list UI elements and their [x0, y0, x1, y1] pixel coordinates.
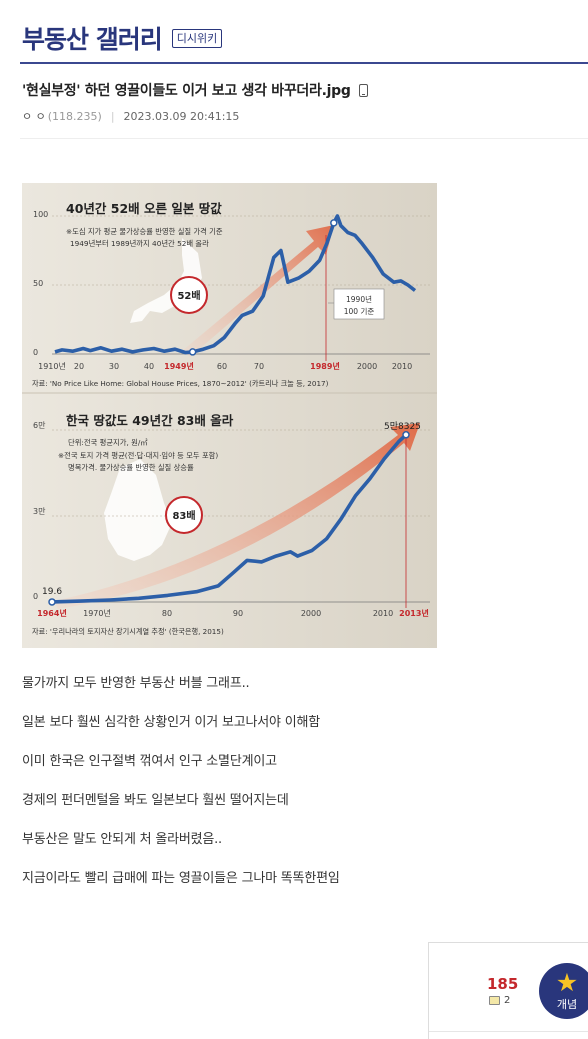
recommend-count: 185	[487, 975, 519, 993]
callout-1990-box	[333, 288, 385, 320]
bottom-chart-note1: ※전국 토지 가격 평균(전·답·대지·임야 등 모두 포함)	[58, 451, 218, 460]
korea-end-point	[402, 431, 410, 439]
top-x-tick-label: 2000	[357, 362, 377, 371]
land-price-infographic: 40년간 52배 오른 일본 땅값 ※도심 지가 평균 물가상승률 반영한 실질…	[22, 183, 437, 648]
top-chart-title: 40년간 52배 오른 일본 땅값	[66, 201, 222, 216]
korea-start-point	[48, 598, 56, 606]
top-x-tick-label: 40	[144, 362, 154, 371]
korea-polyline	[51, 433, 408, 604]
recommend-button[interactable]: ★ 개념	[539, 963, 588, 1019]
japan-start-point	[188, 348, 197, 356]
top-ytick-100: 100	[33, 210, 48, 219]
top-chart-note1: ※도심 지가 평균 물가상승률 반영한 실질 가격 기준	[66, 227, 223, 236]
star-icon: ★	[555, 967, 579, 997]
japan-52x-label: 52배	[177, 289, 200, 302]
gallery-title[interactable]: 부동산 갤러리	[22, 25, 163, 54]
bottom-x-tick-label: 1970년	[83, 608, 111, 618]
top-ytick-0: 0	[33, 348, 38, 357]
gallery-header: 부동산 갤러리 디시위키	[22, 18, 223, 58]
bottom-x-tick-label: 1964년	[37, 608, 67, 618]
callout-1990-line1: 1990년	[346, 294, 372, 304]
callout-1990-line2: 100 기준	[344, 307, 375, 316]
bottom-chart-source: 자료: '우리나라의 토지자산 장기시계열 추정' (한국은행, 2015)	[32, 627, 224, 636]
bottom-chart-unit: 단위:전국 평균지가, 원/㎡	[68, 438, 148, 447]
post-title-text: '현실부정' 하던 영끌이들도 이거 보고 생각 바꾸더라.jpg	[22, 83, 351, 99]
korea-chart: 한국 땅값도 49년간 83배 올라 단위:전국 평균지가, 원/㎡ ※전국 토…	[32, 413, 430, 636]
top-x-tick-label: 60	[217, 362, 227, 371]
top-x-tick-label: 2010	[392, 362, 412, 371]
top-x-tick-label: 1910년	[38, 361, 66, 371]
japan-52x-badge	[170, 276, 208, 314]
japan-polyline	[54, 214, 417, 355]
bottom-x-tick-label: 2000	[301, 609, 321, 618]
bottom-x-tick-label: 80	[162, 609, 172, 618]
korea-83x-badge	[165, 496, 203, 534]
post-date: 2023.03.09 20:41:15	[123, 109, 240, 123]
korea-map-shape	[104, 459, 172, 561]
post-title: '현실부정' 하던 영끌이들도 이거 보고 생각 바꾸더라.jpg	[22, 80, 368, 100]
japan-peak-point	[330, 219, 338, 227]
recommend-label: 개념	[556, 997, 578, 1011]
dcwiki-badge[interactable]: 디시위키	[171, 28, 223, 48]
korea-end-value: 5만8325	[384, 421, 421, 432]
fixed-recommend: 2	[489, 995, 510, 1006]
bottom-x-tick-label: 2010	[373, 609, 393, 618]
content-line: 경제의 펀더멘털을 봐도 일본보다 훨씬 떨어지는데	[22, 793, 289, 808]
fixed-recommend-count: 2	[504, 995, 511, 1006]
korea-land-price-line	[48, 431, 410, 606]
content-line: 물가까지 모두 반영한 부동산 버블 그래프..	[22, 676, 250, 691]
vote-divider	[429, 1031, 588, 1032]
fixed-recommend-icon	[489, 996, 500, 1005]
top-chart-note2: 1949년부터 1989년까지 40년간 52배 올라	[70, 239, 209, 248]
bottom-x-axis: 1964년 1970년 80 90 2000 2010 2013년	[37, 608, 429, 618]
korea-start-value: 19.6	[42, 587, 62, 597]
post-content: 물가까지 모두 반영한 부동산 버블 그래프.. 일본 보다 훨씬 심각한 상황…	[22, 674, 340, 908]
top-x-tick-label: 30	[109, 362, 119, 371]
top-ytick-50: 50	[33, 279, 43, 288]
post-image[interactable]: 40년간 52배 오른 일본 땅값 ※도심 지가 평균 물가상승률 반영한 실질…	[22, 183, 437, 648]
japan-map-shape	[130, 238, 202, 323]
japan-chart: 40년간 52배 오른 일본 땅값 ※도심 지가 평균 물가상승률 반영한 실질…	[32, 201, 430, 388]
top-x-axis: 1910년 20 30 40 1949년 60 70 1989년 2000 2010	[38, 361, 412, 371]
top-chart-source: 자료: 'No Price Like Home: Global House Pr…	[32, 379, 329, 388]
bottom-x-tick-label: 2013년	[399, 608, 429, 618]
recommend-box: 185 2 ★ 개념	[428, 942, 588, 1039]
meta-separator: |	[110, 109, 115, 123]
header-divider	[20, 62, 588, 64]
bottom-x-tick-label: 90	[233, 609, 243, 618]
content-line: 일본 보다 훨씬 심각한 상황인거 이거 보고나서야 이해함	[22, 715, 321, 730]
writer-nickname[interactable]: ㅇ ㅇ	[22, 110, 46, 123]
mobile-icon	[358, 83, 368, 97]
bottom-ytick-0: 0	[33, 592, 38, 601]
meta-divider	[20, 138, 588, 139]
korea-83x-label: 83배	[172, 509, 195, 522]
japan-land-price-line	[54, 214, 417, 356]
top-x-tick-label: 1989년	[310, 361, 340, 371]
top-x-tick-label: 1949년	[164, 361, 194, 371]
japan-trend-arrow	[182, 225, 334, 357]
content-line: 부동산은 말도 안되게 처 올라버렸음..	[22, 832, 222, 847]
post-meta: ㅇ ㅇ (118.235) | 2023.03.09 20:41:15	[22, 108, 239, 124]
writer-ip: (118.235)	[47, 109, 102, 123]
content-line: 이미 한국은 인구절벽 꺾여서 인구 소멸단계이고	[22, 754, 277, 769]
bottom-chart-title: 한국 땅값도 49년간 83배 올라	[66, 413, 234, 428]
top-x-tick-label: 70	[254, 362, 264, 371]
bottom-ytick-3man: 3만	[33, 507, 46, 516]
bottom-chart-note2: 명목가격. 물가상승률 반영한 실질 상승률	[68, 463, 194, 472]
content-line: 지금이라도 빨리 급매에 파는 영끌이들은 그나마 똑똑한편임	[22, 871, 340, 886]
top-x-tick-label: 20	[74, 362, 84, 371]
bottom-ytick-6man: 6만	[33, 421, 46, 430]
